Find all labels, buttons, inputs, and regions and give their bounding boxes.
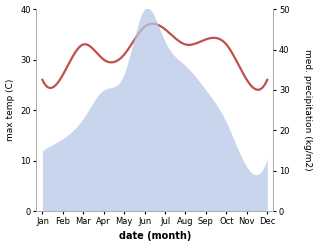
X-axis label: date (month): date (month)	[119, 231, 191, 242]
Y-axis label: max temp (C): max temp (C)	[5, 79, 15, 141]
Y-axis label: med. precipitation (kg/m2): med. precipitation (kg/m2)	[303, 49, 313, 171]
